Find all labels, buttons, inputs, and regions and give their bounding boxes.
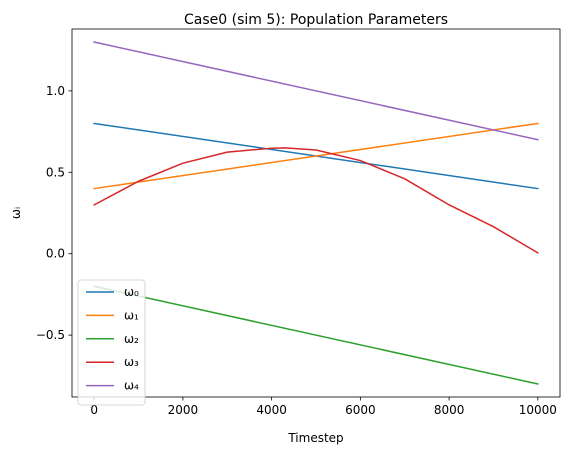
series-line-3 xyxy=(94,148,538,253)
y-tick-label: −0.5 xyxy=(36,328,65,342)
legend: ω₀ ω₁ ω₂ ω₃ ω₄ xyxy=(78,280,145,405)
legend-label-0: ω₀ xyxy=(124,285,139,299)
legend-label-1: ω₁ xyxy=(124,308,139,322)
x-tick-label: 4000 xyxy=(256,403,287,417)
y-tick-label: 1.0 xyxy=(46,84,65,98)
x-axis-label: Timestep xyxy=(287,431,343,445)
series-line-4 xyxy=(94,42,538,140)
chart-title: Case0 (sim 5): Population Parameters xyxy=(184,12,448,28)
series-line-2 xyxy=(94,286,538,384)
y-tick-label: 0.0 xyxy=(46,247,65,261)
legend-label-2: ω₂ xyxy=(124,332,139,346)
x-tick-label: 6000 xyxy=(345,403,376,417)
legend-label-3: ω₃ xyxy=(124,355,139,369)
y-tick-label: 0.5 xyxy=(46,165,65,179)
x-tick-label: 10000 xyxy=(519,403,557,417)
legend-label-4: ω₄ xyxy=(124,379,139,393)
y-axis: −0.5 0.0 0.5 1.0 xyxy=(36,84,72,342)
y-axis-label: ωᵢ xyxy=(9,207,23,219)
x-tick-label: 2000 xyxy=(168,403,199,417)
x-tick-label: 8000 xyxy=(434,403,465,417)
plot-series xyxy=(94,42,538,384)
x-axis: 0 2000 4000 6000 8000 10000 xyxy=(90,397,557,417)
